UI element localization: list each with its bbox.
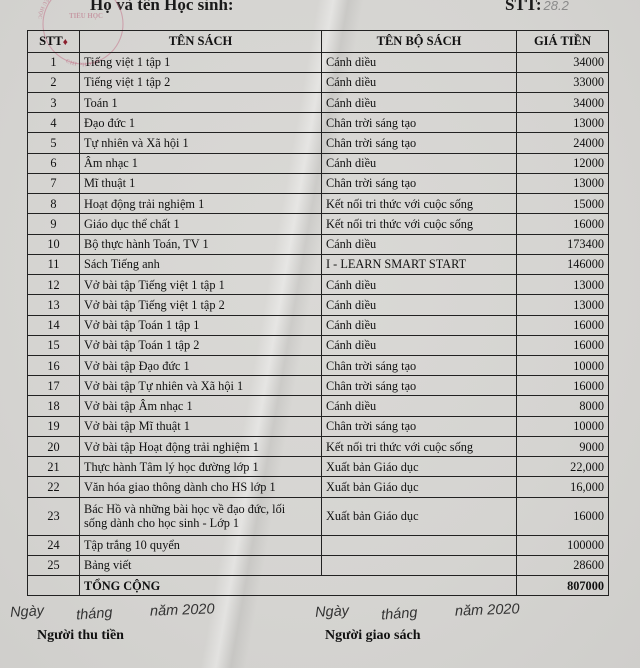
svg-text:Ngày: Ngày <box>10 603 45 621</box>
svg-text:năm 2020: năm 2020 <box>455 601 520 619</box>
svg-text:năm 2020: năm 2020 <box>150 601 215 619</box>
svg-text:Ngày: Ngày <box>315 603 350 621</box>
svg-text:TIỂU HỌC: TIỂU HỌC <box>69 12 103 20</box>
svg-text:✦: ✦ <box>53 0 59 2</box>
svg-text:tháng: tháng <box>76 605 113 623</box>
svg-text:tháng: tháng <box>381 605 418 623</box>
